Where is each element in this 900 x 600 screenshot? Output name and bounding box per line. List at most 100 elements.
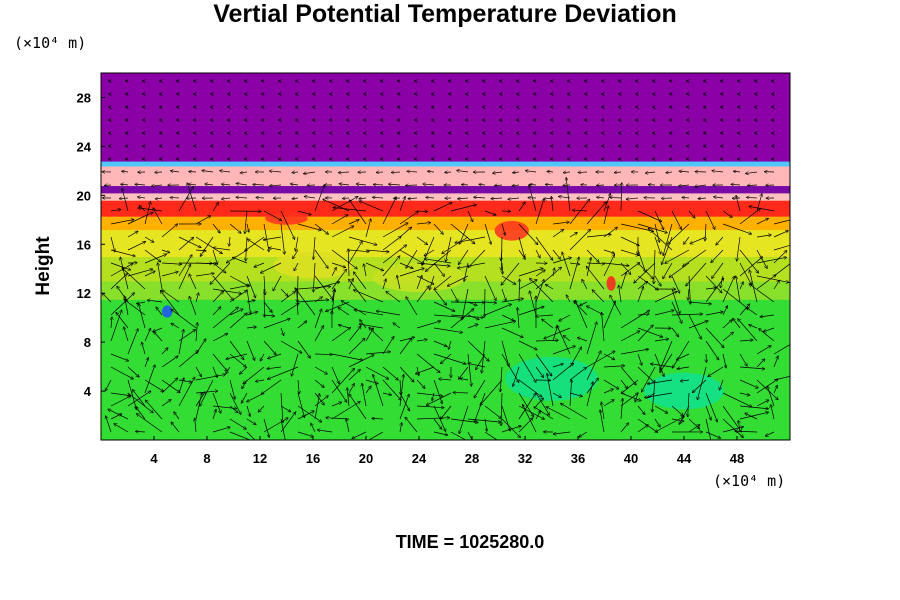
vector-arrow-469 <box>382 336 394 355</box>
vector-arrow-1000 <box>705 340 719 360</box>
vector-arrow-1053 <box>736 276 741 303</box>
vector-arrow-918 <box>641 366 656 392</box>
vector-arrow-20 <box>110 310 122 342</box>
vector-arrow-294 <box>260 262 282 273</box>
vector-arrow-1086 <box>756 359 765 368</box>
vector-arrow-633 <box>484 302 496 303</box>
vector-arrow-50 <box>127 366 139 377</box>
vector-arrow-1049 <box>739 249 759 273</box>
vector-arrow-10 <box>110 210 121 211</box>
vector-arrow-462 <box>382 245 407 264</box>
vector-arrow-1055 <box>733 318 741 329</box>
vector-arrow-185 <box>212 291 223 303</box>
vector-arrow-998 <box>705 312 723 316</box>
vector-arrow-269 <box>263 301 272 312</box>
vector-arrow-355 <box>314 309 322 329</box>
vector-arrow-99 <box>161 272 178 277</box>
vector-arrow-208 <box>229 236 230 246</box>
vector-arrow-215 <box>229 313 247 329</box>
vector-arrow-443 <box>365 379 378 384</box>
vector-arrow-491 <box>399 268 424 277</box>
vector-arrow-517 <box>406 249 418 268</box>
y-tick-label-0: 4 <box>84 384 92 399</box>
vector-arrow-1004 <box>705 392 717 422</box>
vector-arrow-605 <box>467 301 477 306</box>
vector-arrow-203 <box>220 171 231 172</box>
vector-arrow-763 <box>563 172 571 173</box>
vector-arrow-824 <box>603 227 617 238</box>
vector-arrow-995 <box>705 275 722 293</box>
chart-title: Vertial Potential Temperature Deviation <box>213 0 677 28</box>
vector-arrow-547 <box>429 275 435 290</box>
vector-arrow-75 <box>138 304 146 329</box>
vector-arrow-887 <box>637 327 663 337</box>
vector-arrow-1072 <box>747 185 758 186</box>
vector-arrow-408 <box>348 278 353 290</box>
vector-arrow-106 <box>161 356 178 368</box>
vector-arrow-600 <box>442 236 469 254</box>
vector-arrow-791 <box>578 172 588 173</box>
vector-arrow-324 <box>297 286 331 290</box>
vector-arrow-938 <box>663 262 673 279</box>
vector-arrow-211 <box>229 275 249 286</box>
vector-arrow-640 <box>474 392 486 422</box>
vector-arrow-433 <box>365 249 389 252</box>
vector-arrow-682 <box>518 202 525 212</box>
vector-arrow-726 <box>535 410 541 420</box>
vector-arrow-570 <box>450 205 476 212</box>
vector-arrow-635 <box>484 321 516 329</box>
vector-arrow-527 <box>416 379 425 388</box>
vector-arrow-405 <box>348 249 369 252</box>
vector-arrow-641 <box>484 405 501 418</box>
vector-arrow-83 <box>135 431 146 432</box>
vector-arrow-1077 <box>756 249 767 268</box>
vector-arrow-542 <box>433 202 452 212</box>
vector-arrow-495 <box>393 323 401 329</box>
vector-arrow-360 <box>314 392 324 405</box>
vector-arrow-692 <box>518 340 537 350</box>
vector-arrow-885 <box>637 286 643 303</box>
vector-arrow-934 <box>671 210 681 230</box>
vector-arrow-553 <box>433 353 466 364</box>
vector-arrow-188 <box>212 333 228 342</box>
vector-arrow-746 <box>536 315 554 316</box>
vector-arrow-585 <box>440 405 452 419</box>
vector-arrow-322 <box>294 262 299 271</box>
vector-arrow-630 <box>457 262 486 268</box>
vector-arrow-501 <box>399 374 404 407</box>
vector-arrow-658 <box>502 262 503 274</box>
vector-arrow-291 <box>280 223 285 254</box>
vector-arrow-52 <box>127 392 153 413</box>
vector-arrow-275 <box>255 380 265 381</box>
vector-arrow-603 <box>447 275 469 286</box>
vector-arrow-439 <box>360 320 367 329</box>
vector-arrow-130 <box>160 290 180 316</box>
vector-arrow-467 <box>359 324 384 329</box>
vector-arrow-107 <box>161 379 180 393</box>
vector-arrow-459 <box>382 197 396 225</box>
vector-arrow-358 <box>314 366 327 374</box>
vector-arrow-890 <box>637 366 655 383</box>
vector-arrow-494 <box>376 311 401 316</box>
vector-arrow-156 <box>189 274 197 290</box>
vector-arrow-445 <box>362 383 367 407</box>
vector-arrow-446 <box>349 394 367 420</box>
vector-arrow-1020 <box>716 236 724 245</box>
vector-arrow-399 <box>338 172 350 173</box>
vector-arrow-362 <box>314 394 320 420</box>
vector-arrow-661 <box>501 299 523 303</box>
vector-arrow-163 <box>195 374 226 381</box>
vector-arrow-744 <box>545 284 554 290</box>
vector-arrow-500 <box>399 392 410 411</box>
vector-arrow-832 <box>602 312 605 342</box>
vector-arrow-860 <box>620 331 640 342</box>
vector-arrow-770 <box>569 263 580 264</box>
vector-arrow-782 <box>546 407 571 420</box>
vector-arrow-27 <box>106 416 112 433</box>
vector-arrow-378 <box>331 262 346 268</box>
vector-arrow-486 <box>399 196 405 212</box>
vector-arrow-261 <box>256 197 265 198</box>
vector-arrow-584 <box>426 392 452 405</box>
vector-arrow-1084 <box>738 319 758 342</box>
vector-arrow-192 <box>212 392 221 413</box>
